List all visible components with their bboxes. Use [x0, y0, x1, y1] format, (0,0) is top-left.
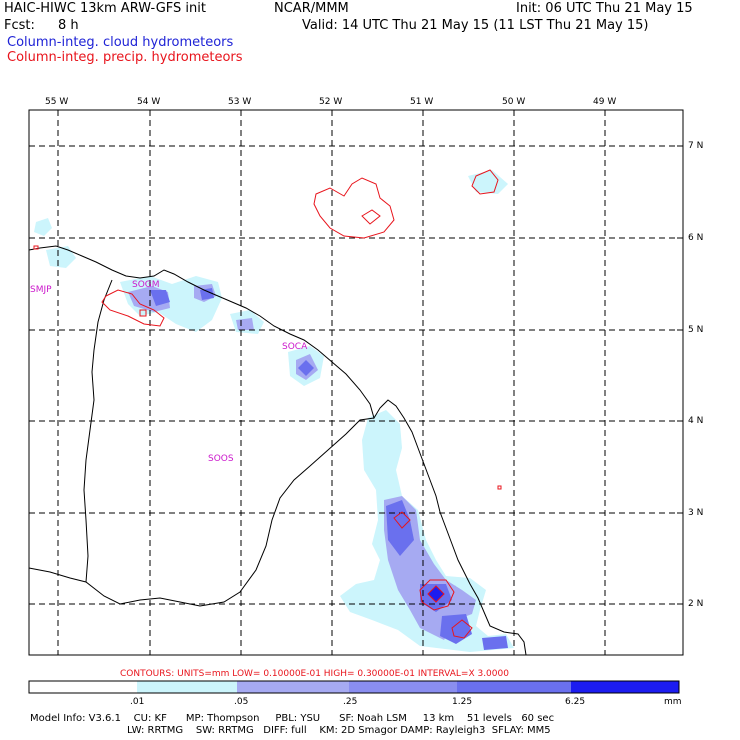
lat-label: 3 N	[688, 508, 704, 518]
map-frame	[28, 109, 684, 656]
cloud-area	[340, 410, 514, 652]
lat-label: 7 N	[688, 141, 704, 151]
border-guyane-brazil	[28, 417, 375, 607]
colorbar-tick: 1.25	[452, 697, 473, 707]
border-suriname	[83, 279, 113, 583]
lat-label: 6 N	[688, 233, 704, 243]
station-label: SOGM	[132, 280, 160, 290]
precip-contour	[33, 245, 39, 250]
cloud-area-high	[150, 290, 170, 306]
forecast-hours: 8 h	[58, 18, 79, 33]
cloud-area	[46, 246, 76, 268]
cloud-area-high	[200, 288, 214, 300]
colorbar-tick: 6.25	[565, 697, 586, 707]
lon-label: 49 W	[593, 97, 617, 107]
lon-label: 54 W	[137, 97, 161, 107]
precip-contour	[471, 169, 499, 195]
station-label: SMJP	[30, 285, 52, 295]
model-info-line-2: LW: RRTMG SW: RRTMG DIFF: full KM: 2D Sm…	[127, 725, 551, 736]
cloud-area-mid	[236, 318, 254, 330]
cloud-field-title: Column-integ. cloud hydrometeors	[7, 35, 234, 50]
precip-contour	[419, 579, 455, 611]
coastline	[28, 245, 527, 656]
lat-label: 5 N	[688, 325, 704, 335]
lat-lon-grid	[29, 110, 683, 655]
precip-contour	[101, 289, 165, 327]
cloud-area-high	[386, 500, 414, 556]
cloud-area	[468, 170, 508, 194]
valid-time: Valid: 14 UTC Thu 21 May 15 (11 LST Thu …	[302, 18, 649, 33]
precip-contour	[139, 309, 147, 317]
colorbar-tick: .25	[343, 697, 358, 707]
cloud-area-high	[482, 636, 508, 650]
lon-label: 55 W	[45, 97, 69, 107]
forecast-label: Fcst:	[4, 18, 35, 33]
precip-contour	[427, 585, 445, 603]
frame-ticks	[57, 110, 683, 605]
precip-contour	[361, 209, 381, 225]
init-time: Init: 06 UTC Thu 21 May 15	[516, 1, 693, 16]
organization: NCAR/MMM	[274, 1, 349, 16]
lon-label: 50 W	[502, 97, 526, 107]
precip-contour	[313, 177, 395, 239]
lon-label: 52 W	[319, 97, 343, 107]
cloud-area	[34, 218, 52, 236]
contour-note: CONTOURS: UNITS=mm LOW= 0.10000E-01 HIGH…	[120, 669, 509, 679]
colorbar-units: mm	[664, 697, 682, 707]
lon-label: 51 W	[410, 97, 434, 107]
cloud-area-high	[298, 360, 314, 376]
lat-label: 4 N	[688, 416, 704, 426]
lon-label: 53 W	[228, 97, 252, 107]
colorbar-tick: .05	[234, 697, 249, 707]
precip-field-title: Column-integ. precip. hydrometeors	[7, 50, 243, 65]
station-label: SOOS	[208, 454, 234, 464]
precip-contour	[451, 619, 473, 639]
model-info-line-1: Model Info: V3.6.1 CU: KF MP: Thompson P…	[30, 713, 555, 724]
precip-contours	[33, 169, 502, 639]
station-label: SOCA	[282, 342, 308, 352]
lat-label: 2 N	[688, 599, 704, 609]
precip-contour	[497, 485, 502, 490]
colorbar-tick: .01	[130, 697, 145, 707]
precip-contour	[393, 511, 411, 529]
model-title: HAIC-HIWC 13km ARW-GFS init	[4, 1, 206, 16]
